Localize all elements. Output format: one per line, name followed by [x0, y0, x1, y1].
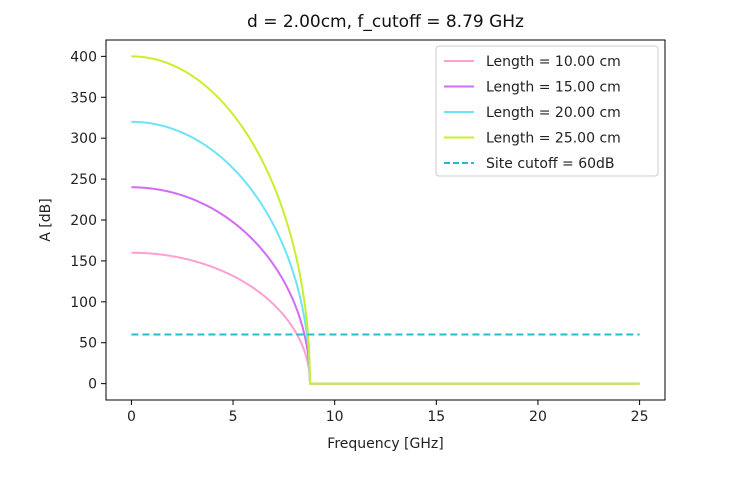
series-line	[131, 55, 640, 385]
y-tick-label: 150	[70, 254, 97, 270]
legend-entry-label: Length = 20.00 cm	[486, 105, 621, 121]
y-tick-label: 250	[70, 172, 97, 188]
y-tick-label: 100	[70, 295, 97, 311]
chart-title: d = 2.00cm, f_cutoff = 8.79 GHz	[247, 12, 524, 32]
y-tick-label: 200	[70, 213, 97, 229]
y-tick-label: 0	[88, 377, 97, 393]
x-axis-label: Frequency [GHz]	[327, 436, 443, 452]
x-tick-label: 25	[631, 409, 649, 425]
x-axis-ticks: 0 5 10 15 20 25	[127, 400, 649, 425]
x-tick-label: 0	[127, 409, 136, 425]
x-tick-label: 15	[427, 409, 445, 425]
x-tick-label: 10	[326, 409, 344, 425]
y-axis-label: A [dB]	[38, 198, 54, 241]
legend-entry-label: Length = 15.00 cm	[486, 80, 621, 96]
legend-entry-label: Length = 10.00 cm	[486, 54, 621, 70]
series-line	[131, 186, 640, 385]
y-tick-label: 50	[79, 336, 97, 352]
legend-entry-label: Site cutoff = 60dB	[486, 156, 615, 172]
y-axis-ticks: 0 50 100 150 200 250 300 350 400	[70, 49, 106, 393]
y-tick-label: 400	[70, 49, 97, 65]
y-tick-label: 300	[70, 131, 97, 147]
legend-entry-label: Length = 25.00 cm	[486, 131, 621, 147]
series-line	[131, 120, 640, 385]
series-line	[131, 251, 640, 385]
plot-area	[131, 55, 640, 385]
legend: Length = 10.00 cm Length = 15.00 cm Length…	[435, 45, 659, 177]
legend-box	[435, 45, 659, 177]
x-tick-label: 5	[229, 409, 238, 425]
y-tick-label: 350	[70, 90, 97, 106]
x-tick-label: 20	[529, 409, 547, 425]
